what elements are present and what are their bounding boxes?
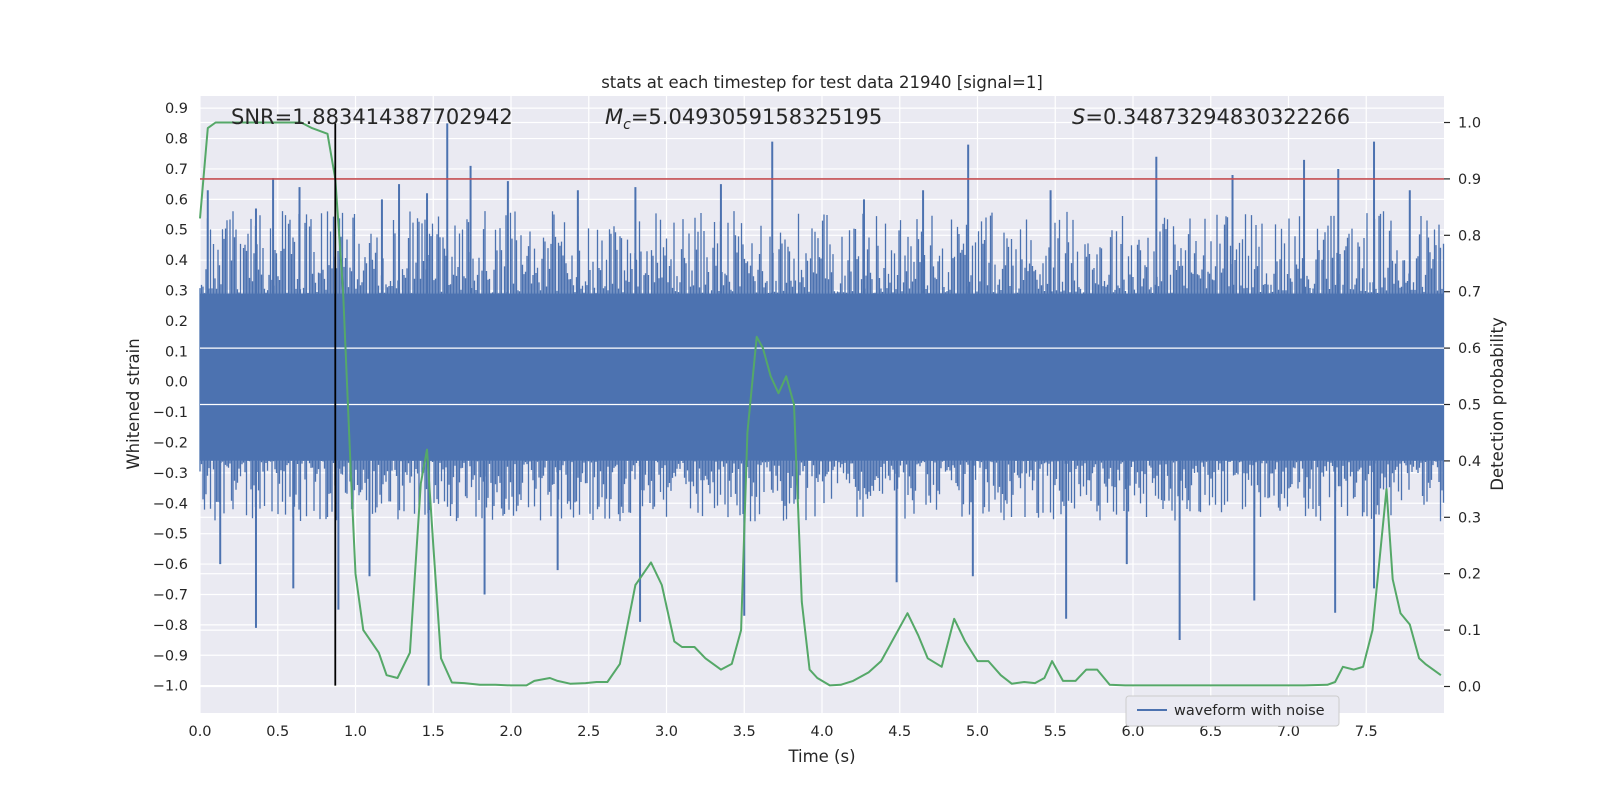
x-tick-label: 6.5 <box>1199 724 1222 740</box>
y-tick-label: 0.3 <box>165 284 188 300</box>
y-tick-label: −0.3 <box>153 466 188 482</box>
y2-tick-label: 0.0 <box>1458 679 1481 695</box>
y-tick-label: 0.5 <box>165 223 188 239</box>
y2-tick-label: 0.7 <box>1458 285 1481 301</box>
y2-tick-label: 0.5 <box>1458 398 1481 414</box>
y2-tick-label: 0.1 <box>1458 623 1481 639</box>
y-tick-label: 0.6 <box>165 192 188 208</box>
y-tick-label: −1.0 <box>153 679 188 695</box>
y-tick-label: 0.2 <box>165 314 188 330</box>
x-tick-label: 1.5 <box>422 724 445 740</box>
chirp-mass-subscript: c <box>623 117 631 133</box>
snr-annotation: SNR=1.883414387702942 <box>231 105 513 129</box>
chirp-mass-annotation: Mc=5.0493059158325195 <box>605 105 882 133</box>
legend-label: waveform with noise <box>1174 703 1325 719</box>
y2-axis-label: Detection probability <box>1488 317 1507 491</box>
y2-tick-label: 0.4 <box>1458 454 1481 470</box>
x-tick-label: 5.5 <box>1044 724 1067 740</box>
y-tick-label: 0.4 <box>165 253 188 269</box>
x-tick-label: 0.5 <box>266 724 289 740</box>
core-band-gridlines <box>200 347 1444 406</box>
y-axis-ticks: 0.9 0.8 0.7 0.6 0.5 0.4 0.3 0.2 0.1 0.0 −0.1 −0.2 −0… <box>153 101 188 694</box>
chirp-mass-symbol: M <box>605 105 623 129</box>
legend-box <box>1125 695 1340 727</box>
y2-axis-ticks: 1.0 0.9 0.8 0.7 0.6 0.5 0.4 0.3 0.2 0.1 0.0 <box>1444 116 1481 695</box>
y2-tick-label: 0.6 <box>1458 341 1481 357</box>
x-tick-label: 3.0 <box>655 724 678 740</box>
y2-tick-label: 1.0 <box>1458 116 1481 132</box>
y-tick-label: 0.0 <box>165 375 188 391</box>
spin-annotation: S=0.34873294830322266 <box>1072 105 1350 129</box>
x-tick-label: 0.0 <box>188 724 211 740</box>
legend: waveform with noise <box>1125 695 1340 727</box>
y-tick-label: −0.2 <box>153 435 188 451</box>
y-tick-label: −0.8 <box>153 618 188 634</box>
y-axis-label: Whitened strain <box>124 338 143 469</box>
x-tick-label: 5.0 <box>966 724 989 740</box>
spin-symbol: S <box>1072 105 1085 129</box>
y-tick-label: −0.4 <box>153 496 188 512</box>
x-tick-label: 6.0 <box>1121 724 1144 740</box>
y2-tick-label: 0.3 <box>1458 510 1481 526</box>
y-tick-label: −0.9 <box>153 648 188 664</box>
y2-tick-label: 0.8 <box>1458 228 1481 244</box>
x-axis-ticks: 0.0 0.5 1.0 1.5 2.0 2.5 3.0 3.5 4.0 4.5 5.0 5.5 6.0 6… <box>188 724 1377 740</box>
y-tick-label: −0.6 <box>153 557 188 573</box>
y-tick-label: 0.7 <box>165 162 188 178</box>
y-tick-label: −0.5 <box>153 527 188 543</box>
x-tick-label: 7.5 <box>1355 724 1378 740</box>
spin-value: =0.34873294830322266 <box>1085 105 1350 129</box>
y-tick-label: 0.8 <box>165 132 188 148</box>
y2-tick-label: 0.2 <box>1458 567 1481 583</box>
x-tick-label: 7.0 <box>1277 724 1300 740</box>
x-tick-label: 2.0 <box>499 724 522 740</box>
x-tick-label: 3.5 <box>733 724 756 740</box>
y2-tick-label: 0.9 <box>1458 172 1481 188</box>
reference-lines <box>200 123 1444 686</box>
x-tick-label: 4.0 <box>810 724 833 740</box>
y-tick-label: −0.7 <box>153 587 188 603</box>
y-tick-label: −0.1 <box>153 405 188 421</box>
chart-title: stats at each timestep for test data 219… <box>601 73 1043 92</box>
x-tick-label: 2.5 <box>577 724 600 740</box>
chirp-mass-value: =5.0493059158325195 <box>631 105 882 129</box>
x-tick-label: 4.5 <box>888 724 911 740</box>
x-axis-label: Time (s) <box>787 747 855 766</box>
x-tick-label: 1.0 <box>344 724 367 740</box>
probability-line <box>199 121 1442 687</box>
probability-series <box>199 121 1442 687</box>
y-tick-label: 0.1 <box>165 344 188 360</box>
y-tick-label: 0.9 <box>165 101 188 117</box>
waveform-series <box>199 123 1445 686</box>
